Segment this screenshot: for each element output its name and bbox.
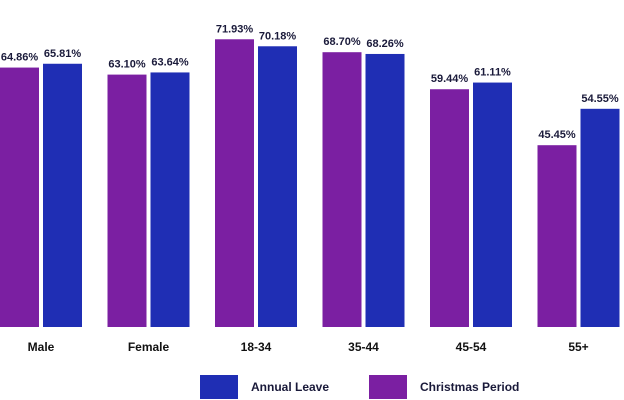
bar-christmas-period-male [0,67,39,327]
data-label-annual-leave-45-54: 61.11% [474,67,511,79]
bar-annual-leave-45-54 [473,82,512,327]
bar-christmas-period-35-44 [322,52,362,327]
bar-christmas-period-18-34 [215,39,254,327]
x-tick-label: 55+ [568,340,588,354]
bar-christmas-period-55- [537,145,577,327]
data-label-christmas-period-18-34: 71.93% [216,23,254,35]
data-label-christmas-period-female: 63.10% [108,59,146,71]
bar-christmas-period-45-54 [430,89,469,328]
legend-label-annual-leave: Annual Leave [251,380,329,394]
bars-group [0,39,620,328]
bar-annual-leave-female [150,72,190,327]
bar-christmas-period-female [107,74,147,327]
legend-swatch-christmas-period [369,375,407,399]
x-tick-label: 45-54 [456,340,487,354]
data-label-christmas-period-55-: 45.45% [538,129,576,141]
data-label-annual-leave-35-44: 68.26% [366,38,404,50]
data-label-annual-leave-male: 65.81% [44,48,82,60]
data-labels-group: 64.86% 65.81% 63.10% 63.64% 71.93% 70.18% 68.7… [1,23,619,141]
x-tick-label: Female [128,340,170,354]
x-tick-label: 18-34 [241,340,272,354]
data-label-annual-leave-55-: 54.55% [581,93,619,105]
data-label-annual-leave-female: 63.64% [151,56,189,68]
bar-annual-leave-55- [580,108,620,327]
data-label-christmas-period-35-44: 68.70% [323,36,361,48]
legend-swatch-annual-leave [200,375,238,399]
legend-label-christmas-period: Christmas Period [420,380,519,394]
x-tick-label: Male [28,340,55,354]
data-label-annual-leave-18-34: 70.18% [259,30,297,42]
bar-annual-leave-male [43,63,82,327]
x-axis-ticks: Male Female 18-34 35-44 45-54 55+ [28,340,589,354]
legend: Annual Leave Christmas Period [200,375,519,399]
x-tick-label: 35-44 [348,340,379,354]
data-label-christmas-period-45-54: 59.44% [431,73,469,85]
bar-annual-leave-35-44 [365,53,405,328]
data-label-christmas-period-male: 64.86% [1,52,39,64]
bar-annual-leave-18-34 [258,46,297,327]
